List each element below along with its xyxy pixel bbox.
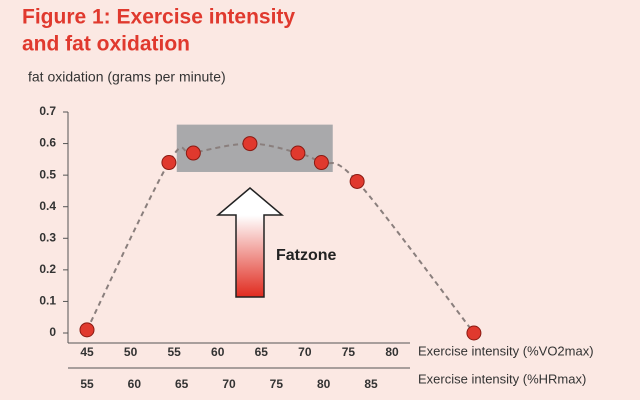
x-tick-label: 50 [124, 345, 138, 359]
x2-tick-label: 75 [270, 377, 284, 391]
chart-title: Figure 1: Exercise intensity [22, 6, 295, 29]
x2-tick-label: 65 [175, 377, 189, 391]
x-axis-label: Exercise intensity (%VO2max) [418, 343, 594, 358]
x-tick-label: 70 [298, 345, 312, 359]
annotation: Fatzone [276, 247, 337, 264]
x2-tick-label: 70 [222, 377, 236, 391]
x-tick-label: 45 [80, 345, 94, 359]
point [185, 145, 201, 161]
arrow [215, 187, 285, 298]
x2-tick-label: 55 [80, 377, 94, 391]
point [466, 325, 482, 341]
point [313, 155, 329, 171]
x2-tick-label: 60 [128, 377, 142, 391]
curve [86, 142, 475, 334]
y-tick-label: 0 [49, 325, 56, 339]
point [79, 322, 95, 338]
y-tick-label: 0.3 [39, 230, 56, 244]
point [290, 145, 306, 161]
x2-tick-label: 80 [317, 377, 331, 391]
x2-axis-label: Exercise intensity (%HRmax) [418, 371, 586, 386]
point [242, 136, 258, 152]
x2-tick-label: 85 [364, 377, 378, 391]
y-tick-label: 0.5 [39, 167, 56, 181]
x-tick-label: 65 [255, 345, 269, 359]
point [161, 155, 177, 171]
x-tick-label: 75 [342, 345, 356, 359]
point [349, 173, 365, 189]
y-tick-label: 0.2 [39, 262, 56, 276]
chart-subtitle: and fat oxidation [22, 33, 190, 56]
y-tick-label: 0.7 [39, 104, 56, 118]
y-tick-label: 0.6 [39, 136, 56, 150]
x-tick-label: 55 [167, 345, 181, 359]
y-axis-label: fat oxidation (grams per minute) [28, 69, 226, 85]
y-tick-label: 0.1 [39, 294, 56, 308]
y-tick-label: 0.4 [39, 199, 56, 213]
x-tick-label: 80 [385, 345, 399, 359]
x-tick-label: 60 [211, 345, 225, 359]
